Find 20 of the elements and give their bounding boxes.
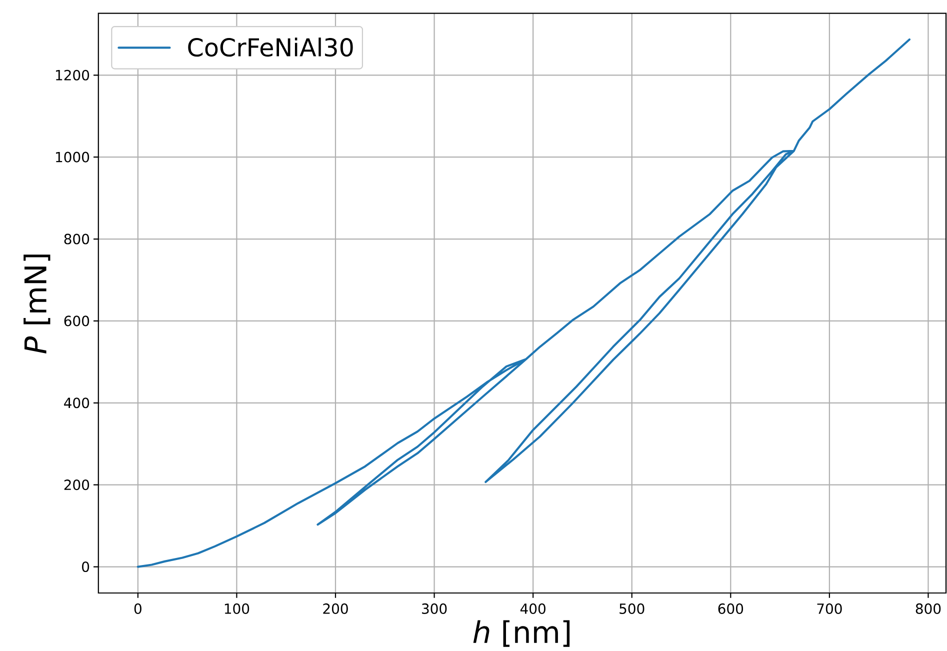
line-series [136, 38, 911, 568]
y-axis-title: P [mN] [24, 254, 50, 354]
x-tick-label: 700 [817, 603, 842, 614]
x-tick-label: 100 [224, 603, 250, 614]
x-tick-label: 300 [422, 603, 447, 614]
x-tick-label: 200 [323, 603, 348, 614]
x-tick-label: 800 [916, 603, 941, 614]
x-tick-label: 0 [134, 603, 142, 614]
y-tick-label: 1000 [56, 152, 90, 162]
y-tick-label: 600 [64, 316, 90, 326]
x-tick-label: 600 [718, 603, 744, 614]
y-tick-label: 800 [64, 234, 90, 244]
legend-label: CoCrFeNiAl30 [188, 38, 353, 57]
y-tick-label: 400 [64, 398, 90, 408]
x-axis-title: h [nm] [473, 620, 570, 647]
y-tick-label: 0 [82, 562, 90, 572]
x-tick-label: 500 [620, 603, 644, 614]
y-tick-label: 1200 [56, 70, 90, 80]
y-tick-label: 200 [64, 480, 90, 490]
x-tick-label: 400 [520, 603, 546, 614]
